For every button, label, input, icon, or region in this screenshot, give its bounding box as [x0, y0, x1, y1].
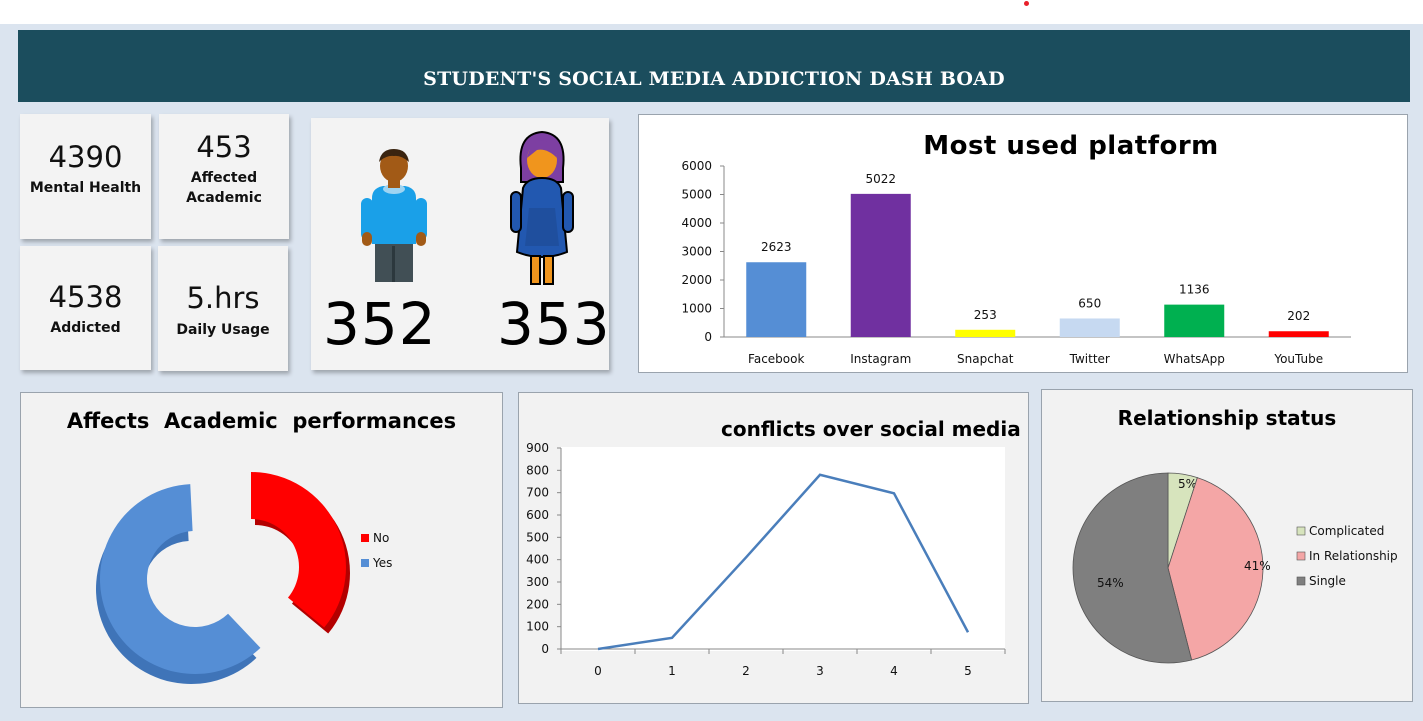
female-count: 353 — [497, 290, 611, 358]
y-tick-label: 5000 — [681, 188, 712, 202]
platform-chart-panel: Most used platform 0 1000 2000 3000 4000 5000… — [638, 114, 1408, 373]
y-tick-label: 3000 — [681, 245, 712, 259]
x-tick-label: 4 — [890, 664, 898, 678]
y-tick-label: 200 — [526, 597, 549, 611]
x-tick-label: Twitter — [1069, 352, 1110, 366]
legend-swatch-no — [361, 534, 369, 542]
relationship-chart-title: Relationship status — [1117, 406, 1337, 430]
y-tick-label: 6000 — [681, 159, 712, 173]
y-tick-label: 600 — [526, 508, 549, 522]
kpi-addicted: 4538 Addicted — [20, 246, 151, 370]
x-tick-label: YouTube — [1273, 352, 1323, 366]
y-tick-label: 2000 — [681, 273, 712, 287]
legend-label: No — [373, 531, 389, 545]
dashboard-title: STUDENT'S SOCIAL MEDIA ADDICTION DASH BO… — [423, 68, 1005, 90]
x-tick-label: 1 — [668, 664, 676, 678]
bar-data-label: 5022 — [865, 172, 896, 186]
bar-youtube — [1268, 331, 1329, 337]
y-tick-label: 500 — [526, 530, 549, 544]
conflicts-series-line — [597, 473, 970, 651]
male-student-icon — [361, 149, 427, 282]
bar-data-label: 1136 — [1179, 283, 1210, 297]
academic-chart-title: Affects Academic performances — [66, 409, 457, 433]
red-dot-marker — [1024, 1, 1029, 6]
x-tick-label: WhatsApp — [1164, 352, 1225, 366]
pie-data-label: 54% — [1097, 576, 1124, 590]
y-tick-label: 900 — [526, 441, 549, 455]
pie-data-label: 41% — [1244, 559, 1271, 573]
legend-swatch — [1296, 551, 1306, 561]
academic-donut-chart: No Yes — [96, 472, 392, 684]
y-tick-label: 700 — [526, 486, 549, 500]
x-tick-label: 5 — [964, 664, 972, 678]
y-tick-label: 100 — [526, 620, 549, 634]
bar-data-label: 253 — [974, 308, 997, 322]
pie-slice-single — [1072, 472, 1193, 664]
bar-data-label: 202 — [1287, 309, 1310, 323]
kpi-label-line2: Academic — [186, 190, 262, 206]
x-tick-label: 3 — [816, 664, 824, 678]
y-tick-label: 0 — [704, 330, 712, 344]
y-tick-label: 800 — [526, 463, 549, 477]
dashboard-banner: STUDENT'S SOCIAL MEDIA ADDICTION DASH BO… — [18, 30, 1410, 102]
y-tick-label: 400 — [526, 553, 549, 567]
pie-slice-in-relationship — [1167, 477, 1264, 661]
conflicts-line-chart: 0 100 200 300 400 500 600 700 800 900 0 1 2 3 4 5 — [526, 441, 1006, 678]
x-tick-label: Instagram — [850, 352, 911, 366]
kpi-daily-usage: 5.hrs Daily Usage — [158, 246, 288, 371]
y-tick-label: 300 — [526, 575, 549, 589]
kpi-label: Addicted — [50, 320, 121, 336]
kpi-label: Mental Health — [29, 180, 142, 196]
legend-swatch — [1296, 576, 1306, 586]
relationship-chart-panel: Relationship status 5% 41% 54% Complicated I… — [1041, 389, 1413, 702]
bar-data-label: 2623 — [761, 240, 792, 254]
kpi-value: 4390 — [48, 140, 123, 174]
kpi-value: 453 — [196, 130, 252, 164]
bar-facebook — [746, 262, 807, 337]
platform-bar-chart: 0 1000 2000 3000 4000 5000 6000 2623 Facebook 502… — [681, 159, 1351, 366]
conflicts-chart-title: conflicts over social media — [721, 417, 1021, 441]
x-tick-label: Snapchat — [957, 352, 1014, 366]
female-student-icon — [510, 130, 574, 285]
x-tick-label: 0 — [594, 664, 602, 678]
kpi-affected-academic: 453 Affected Academic — [159, 114, 289, 239]
legend-label: Single — [1309, 574, 1346, 588]
pie-data-label: 5% — [1178, 477, 1197, 491]
y-tick-label: 1000 — [681, 302, 712, 316]
relationship-pie-chart: 5% 41% 54% Complicated In Relationship Single — [1072, 472, 1398, 664]
kpi-value: 4538 — [48, 280, 123, 314]
platform-chart-title: Most used platform — [923, 131, 1219, 161]
bar-twitter — [1059, 318, 1120, 337]
gender-card: 352 353 — [311, 118, 611, 370]
y-tick-label: 0 — [541, 642, 549, 656]
legend-label: Yes — [372, 556, 392, 570]
donut-slice-yes — [100, 484, 261, 674]
male-count: 352 — [323, 290, 437, 358]
legend-swatch-yes — [361, 559, 369, 567]
bar-data-label: 650 — [1078, 296, 1101, 310]
academic-chart-panel: Affects Academic performances No Yes — [20, 392, 503, 708]
bar-instagram — [850, 193, 911, 337]
kpi-mental-health: 4390 Mental Health — [20, 114, 151, 239]
x-tick-label: Facebook — [748, 352, 804, 366]
conflicts-chart-panel: conflicts over social media 0 100 200 300 40… — [518, 392, 1029, 704]
legend-label: Complicated — [1309, 524, 1384, 538]
y-tick-label: 4000 — [681, 216, 712, 230]
kpi-value: 5.hrs — [186, 281, 260, 315]
kpi-label-line1: Affected — [190, 170, 258, 186]
top-strip — [0, 0, 1423, 24]
bar-whatsapp — [1164, 304, 1225, 337]
kpi-label: Daily Usage — [176, 322, 270, 338]
legend-swatch — [1296, 526, 1306, 536]
x-tick-label: 2 — [742, 664, 750, 678]
donut-slice-no — [251, 472, 346, 628]
bar-snapchat — [955, 329, 1016, 337]
legend-label: In Relationship — [1309, 549, 1398, 563]
plot-area — [561, 447, 1005, 651]
